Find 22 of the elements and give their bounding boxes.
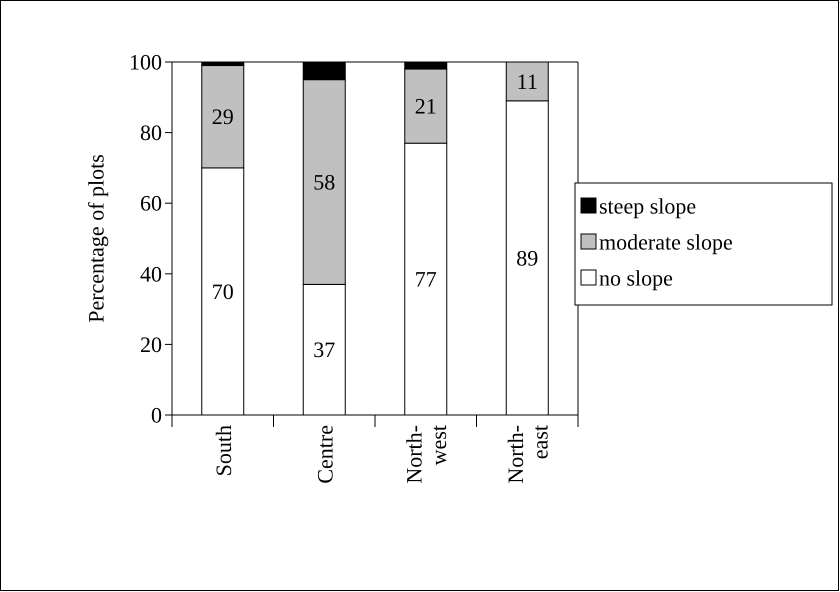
x-tick-label: North- west — [401, 425, 450, 484]
legend-label: moderate slope — [599, 230, 733, 254]
data-label: 70 — [212, 278, 234, 304]
y-tick-label: 40 — [140, 261, 162, 286]
y-tick-label: 0 — [151, 402, 162, 428]
x-tick-label: South — [210, 425, 236, 476]
legend-label: no slope — [599, 266, 673, 290]
x-tick-label: Centre — [312, 425, 337, 484]
data-label: 29 — [212, 104, 234, 130]
data-label: 11 — [516, 68, 538, 94]
y-tick-label: 80 — [140, 120, 162, 146]
y-tick-label: 100 — [129, 50, 162, 74]
x-tick-label: North- east — [502, 425, 552, 484]
data-label: 77 — [414, 266, 437, 292]
y-tick-label: 20 — [140, 332, 162, 357]
y-tick-label: 60 — [140, 190, 162, 216]
data-label: 58 — [313, 170, 336, 195]
data-label: 89 — [516, 245, 538, 270]
y-axis-title: Percentage of plots — [84, 154, 108, 323]
legend-label: steep slope — [599, 194, 696, 218]
data-label: 37 — [313, 337, 336, 362]
data-label: 21 — [414, 94, 437, 119]
